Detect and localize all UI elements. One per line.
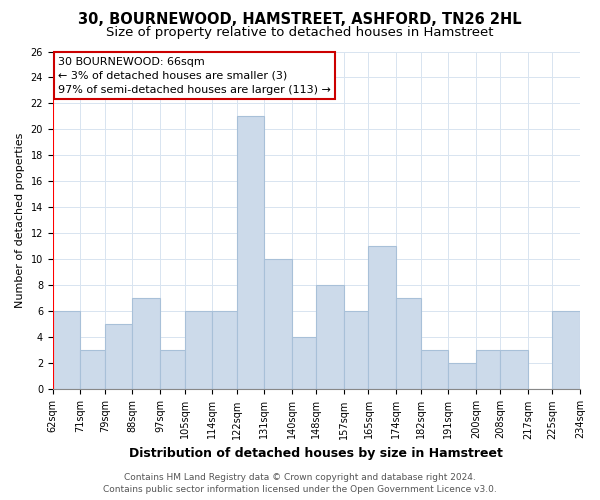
X-axis label: Distribution of detached houses by size in Hamstreet: Distribution of detached houses by size … — [130, 447, 503, 460]
Bar — [236, 116, 264, 390]
Bar — [500, 350, 528, 390]
Bar — [553, 312, 580, 390]
Bar — [476, 350, 500, 390]
Bar — [185, 312, 212, 390]
Bar — [421, 350, 448, 390]
Text: 30, BOURNEWOOD, HAMSTREET, ASHFORD, TN26 2HL: 30, BOURNEWOOD, HAMSTREET, ASHFORD, TN26… — [78, 12, 522, 28]
Bar — [368, 246, 396, 390]
Bar — [396, 298, 421, 390]
Bar — [212, 312, 236, 390]
Bar — [53, 312, 80, 390]
Bar — [160, 350, 185, 390]
Bar — [448, 364, 476, 390]
Bar — [133, 298, 160, 390]
Bar — [344, 312, 368, 390]
Bar — [292, 338, 316, 390]
Text: Size of property relative to detached houses in Hamstreet: Size of property relative to detached ho… — [106, 26, 494, 39]
Bar — [316, 286, 344, 390]
Text: Contains HM Land Registry data © Crown copyright and database right 2024.
Contai: Contains HM Land Registry data © Crown c… — [103, 472, 497, 494]
Bar — [264, 260, 292, 390]
Y-axis label: Number of detached properties: Number of detached properties — [15, 133, 25, 308]
Text: 30 BOURNEWOOD: 66sqm
← 3% of detached houses are smaller (3)
97% of semi-detache: 30 BOURNEWOOD: 66sqm ← 3% of detached ho… — [58, 56, 331, 94]
Bar — [80, 350, 105, 390]
Bar — [105, 324, 133, 390]
